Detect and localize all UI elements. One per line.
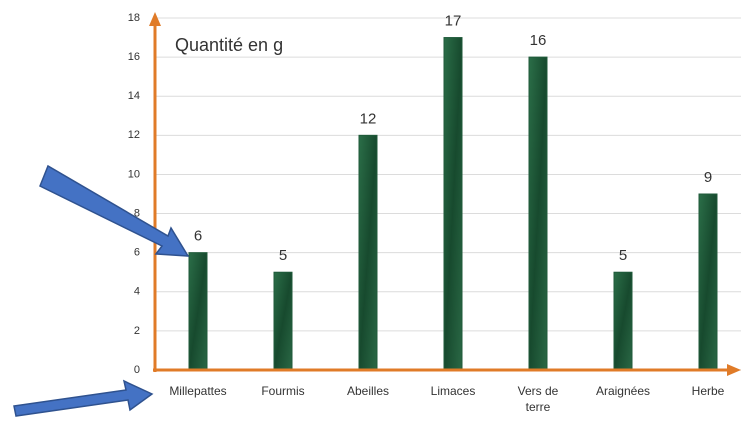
- y-tick-label: 16: [128, 51, 140, 63]
- bar: [443, 37, 463, 371]
- x-tick-label: Vers de terre: [517, 384, 559, 414]
- data-label: 9: [704, 169, 712, 186]
- pointer-arrow: [13, 379, 154, 417]
- x-tick-label: Herbe: [691, 384, 725, 398]
- y-axis-arrow: [149, 12, 161, 26]
- y-tick-label: 0: [134, 364, 140, 376]
- data-label: 12: [360, 110, 377, 127]
- y-tick-label: 10: [128, 168, 140, 180]
- bar: [698, 193, 718, 371]
- data-label: 5: [279, 247, 287, 264]
- y-tick-label: 14: [128, 90, 140, 102]
- x-tick-label: Limaces: [430, 384, 476, 398]
- data-label: 16: [530, 32, 547, 49]
- data-label: 6: [194, 228, 202, 245]
- bars: [188, 37, 718, 371]
- pointer-arrow: [39, 164, 190, 257]
- y-tick-label: 18: [128, 12, 140, 24]
- x-tick-label: Fourmis: [261, 384, 305, 398]
- data-label: 17: [445, 13, 462, 30]
- x-tick-label: Araignées: [595, 384, 651, 398]
- bar: [358, 134, 378, 371]
- chart-title: Quantité en g: [175, 35, 283, 55]
- bar: [273, 271, 293, 371]
- y-tick-label: 8: [134, 207, 140, 219]
- y-tick-label: 6: [134, 247, 140, 259]
- data-label: 5: [619, 247, 627, 264]
- y-tick-label: 12: [128, 129, 140, 141]
- x-tick-label: Millepattes: [169, 384, 227, 398]
- bar: [613, 271, 633, 371]
- bar: [188, 252, 208, 371]
- x-axis-arrow: [727, 364, 741, 376]
- x-tick-label: Abeilles: [346, 384, 390, 398]
- bar: [528, 56, 548, 371]
- y-tick-label: 4: [134, 286, 140, 298]
- y-tick-label: 2: [134, 325, 140, 337]
